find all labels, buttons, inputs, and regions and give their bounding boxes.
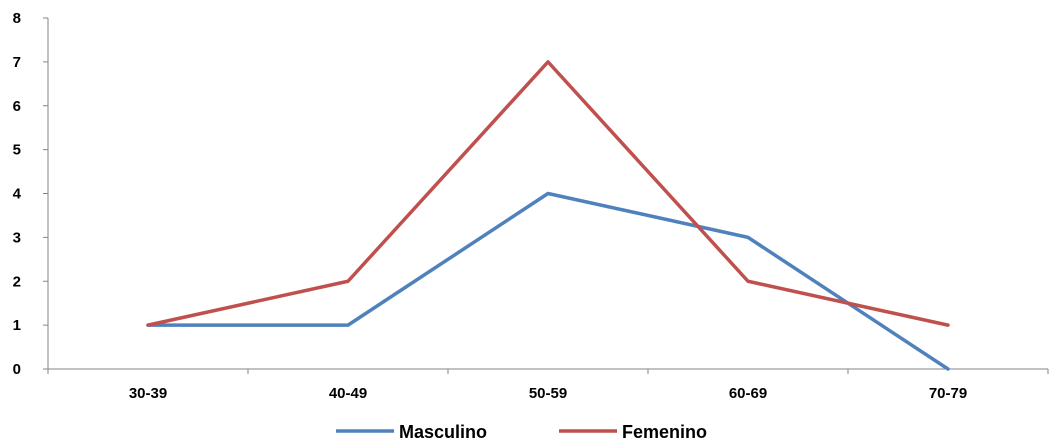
legend-label: Femenino [622,422,707,438]
series-line-masculino [146,191,950,371]
x-tick-label: 50-59 [529,385,567,402]
legend-label: Masculino [399,422,487,438]
series-line-femenino [146,60,950,327]
chart-legend: Masculino Femenino [336,422,707,438]
y-tick-label: 8 [13,10,21,27]
x-axis-ticks: 30-39 40-49 50-59 60-69 70-79 [47,369,1049,402]
y-tick-label: 3 [13,229,21,246]
y-tick-label: 5 [13,142,21,159]
x-tick-label: 40-49 [329,385,367,402]
x-tick-label: 60-69 [729,385,767,402]
x-tick-label: 70-79 [929,385,967,402]
y-tick-label: 2 [13,273,21,290]
y-tick-label: 7 [13,54,21,71]
y-tick-label: 6 [13,98,21,115]
y-tick-label: 0 [13,361,21,378]
y-tick-label: 4 [13,186,22,203]
y-axis-ticks: 0 1 2 3 4 5 6 7 8 [13,10,48,378]
x-tick-label: 30-39 [129,385,167,402]
y-tick-label: 1 [13,317,21,334]
chart-series [146,60,950,371]
